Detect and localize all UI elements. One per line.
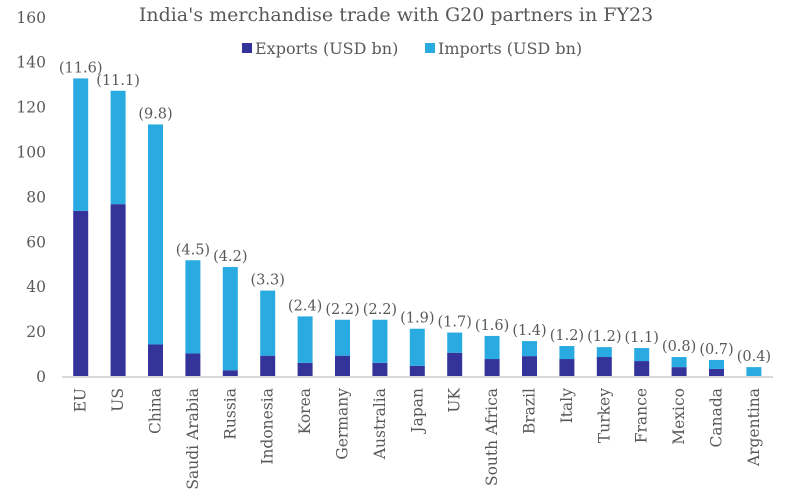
bar-exports bbox=[73, 210, 89, 377]
bar-exports bbox=[222, 370, 238, 377]
x-tick-label: US bbox=[109, 388, 127, 412]
bar-exports bbox=[335, 355, 350, 377]
bar-imports bbox=[185, 260, 201, 354]
bar-exports bbox=[596, 357, 612, 377]
data-label: (1.7) bbox=[438, 315, 472, 331]
y-tick-label: 160 bbox=[16, 9, 46, 27]
bar-imports bbox=[73, 78, 89, 211]
bar-exports bbox=[484, 359, 500, 377]
bar-exports bbox=[110, 204, 126, 377]
legend-swatch-imports bbox=[425, 43, 435, 53]
bar-imports bbox=[746, 367, 762, 377]
data-label: (1.2) bbox=[587, 329, 621, 345]
data-label: (1.9) bbox=[400, 311, 434, 327]
y-tick-label: 0 bbox=[36, 368, 46, 386]
y-tick-label: 20 bbox=[26, 323, 46, 341]
x-tick-label: Italy bbox=[558, 388, 576, 424]
bar-imports bbox=[709, 359, 724, 369]
data-label: (1.1) bbox=[625, 330, 659, 346]
bar-exports bbox=[185, 353, 201, 377]
chart-title: India's merchandise trade with G20 partn… bbox=[139, 4, 653, 26]
data-label: (3.3) bbox=[251, 273, 285, 289]
x-tick-label: Argentina bbox=[745, 388, 763, 467]
bar-imports bbox=[335, 319, 350, 356]
x-tick-label: Indonesia bbox=[259, 388, 277, 465]
x-tick-label: Germany bbox=[334, 388, 352, 460]
x-tick-label: France bbox=[633, 388, 651, 443]
x-tick-label: Korea bbox=[296, 388, 314, 434]
y-tick-label: 60 bbox=[26, 233, 46, 251]
x-tick-label: UK bbox=[446, 388, 464, 413]
y-tick-label: 120 bbox=[16, 99, 46, 117]
data-label: (0.7) bbox=[699, 342, 733, 358]
bar-imports bbox=[559, 346, 575, 360]
legend-label-exports: Exports (USD bn) bbox=[255, 39, 398, 58]
bar-exports bbox=[522, 356, 537, 377]
y-axis: 0 20 40 60 80 100 120 140 160 bbox=[16, 9, 46, 386]
bar-imports bbox=[372, 319, 388, 363]
x-tick-label: South Africa bbox=[483, 388, 501, 486]
bar-imports bbox=[447, 332, 463, 353]
y-tick-label: 40 bbox=[26, 278, 46, 296]
data-label: (1.2) bbox=[550, 328, 584, 344]
bar-imports bbox=[260, 290, 276, 356]
x-tick-label: Russia bbox=[221, 388, 239, 440]
legend: Exports (USD bn) Imports (USD bn) bbox=[242, 39, 582, 58]
data-label: (9.8) bbox=[138, 106, 172, 122]
data-label: (2.2) bbox=[325, 302, 359, 318]
x-axis: EU US China Saudi Arabia Russia Indonesia Kore… bbox=[72, 388, 763, 490]
bar-exports bbox=[260, 355, 276, 377]
x-tick-label: China bbox=[147, 388, 165, 434]
legend-swatch-exports bbox=[242, 43, 252, 53]
bar-imports bbox=[634, 348, 650, 362]
data-label: (0.8) bbox=[662, 339, 696, 355]
bar-exports bbox=[409, 365, 425, 377]
x-tick-label: Brazil bbox=[521, 388, 539, 434]
data-label: (11.6) bbox=[59, 60, 103, 76]
bar-exports bbox=[709, 368, 724, 377]
bar-imports bbox=[222, 266, 238, 371]
bar-exports bbox=[634, 361, 650, 377]
bar-imports bbox=[484, 335, 500, 360]
data-label: (2.4) bbox=[288, 298, 322, 314]
bar-imports bbox=[409, 328, 425, 366]
bar-imports bbox=[596, 347, 612, 358]
data-labels: (11.6)(11.1)(9.8)(4.5) (4.2)(3.3)(2.4) (2.… bbox=[59, 60, 771, 365]
legend-label-imports: Imports (USD bn) bbox=[438, 39, 582, 58]
x-tick-label: Canada bbox=[708, 388, 726, 448]
bar-exports bbox=[297, 362, 313, 377]
data-label: (4.5) bbox=[176, 242, 210, 258]
data-label: (0.4) bbox=[737, 349, 771, 365]
x-tick-label: Japan bbox=[408, 388, 426, 435]
bar-exports bbox=[671, 367, 687, 377]
data-label: (11.1) bbox=[96, 73, 140, 89]
x-tick-label: Turkey bbox=[595, 388, 613, 443]
data-label: (4.2) bbox=[213, 249, 247, 265]
bar-exports bbox=[372, 362, 388, 377]
y-tick-label: 100 bbox=[16, 144, 46, 162]
data-label: (2.2) bbox=[363, 302, 397, 318]
bar-imports bbox=[110, 90, 126, 205]
bar-imports bbox=[671, 357, 687, 368]
x-tick-label: Australia bbox=[371, 388, 389, 460]
bar-exports bbox=[447, 352, 463, 377]
x-tick-label: Saudi Arabia bbox=[184, 388, 202, 490]
y-tick-label: 140 bbox=[16, 54, 46, 72]
data-label: (1.4) bbox=[512, 323, 546, 339]
bar-imports bbox=[148, 124, 163, 345]
y-tick-label: 80 bbox=[26, 188, 46, 206]
bar-exports bbox=[148, 344, 163, 377]
bar-exports bbox=[559, 359, 575, 377]
data-label: (1.6) bbox=[475, 318, 509, 334]
bar-imports bbox=[297, 316, 313, 363]
bars bbox=[73, 78, 762, 377]
x-tick-label: EU bbox=[72, 388, 90, 412]
x-tick-label: Mexico bbox=[670, 388, 688, 445]
bar-imports bbox=[522, 341, 537, 357]
